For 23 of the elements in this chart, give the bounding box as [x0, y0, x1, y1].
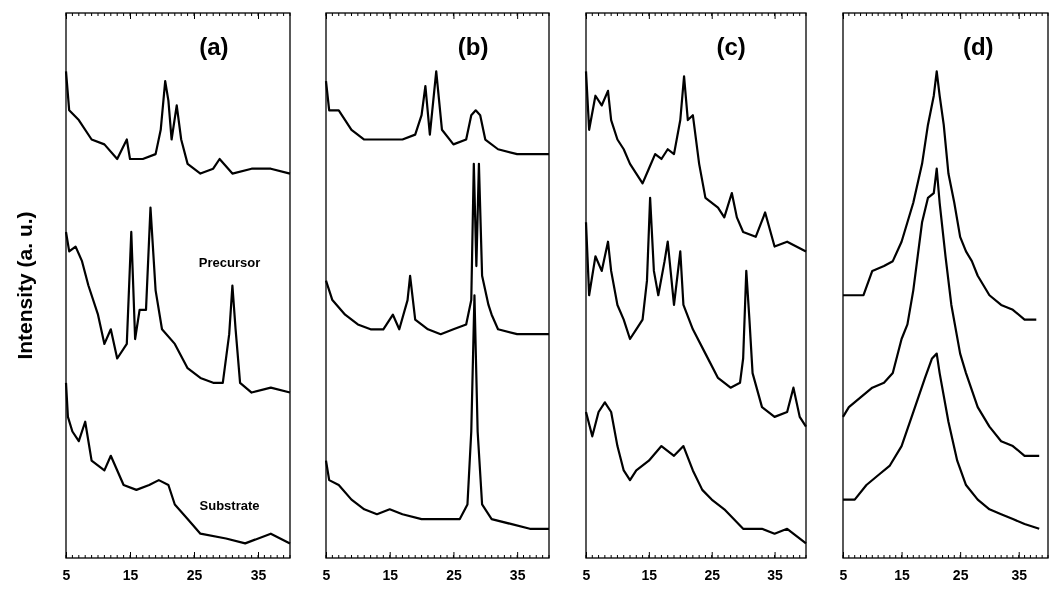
x-tick-label: 25: [446, 566, 462, 583]
x-tick-label: 15: [382, 566, 399, 583]
x-tick-label: 5: [582, 566, 591, 583]
chart-title: (d): [962, 33, 994, 60]
x-tick-label: 15: [122, 566, 139, 583]
annotation: Substrate: [199, 497, 260, 513]
x-tick-label: 35: [1011, 566, 1028, 583]
annotation: Precursor: [198, 254, 261, 270]
x-tick-label: 35: [767, 566, 784, 583]
x-tick-label: 25: [186, 566, 203, 583]
chart-title: (a): [199, 33, 229, 60]
y-axis-title: Intensity (a. u.): [13, 211, 36, 360]
x-tick-label: 15: [641, 566, 658, 583]
x-tick-label: 5: [839, 566, 848, 583]
x-tick-label: 35: [250, 566, 267, 583]
chart-title: (c): [716, 33, 746, 60]
x-tick-label: 5: [322, 566, 331, 583]
x-tick-label: 15: [894, 566, 911, 583]
x-tick-label: 5: [62, 566, 71, 583]
x-tick-label: 25: [952, 566, 969, 583]
x-tick-label: 35: [509, 566, 526, 583]
chart-title: (b): [457, 33, 489, 60]
x-tick-label: 25: [704, 566, 721, 583]
